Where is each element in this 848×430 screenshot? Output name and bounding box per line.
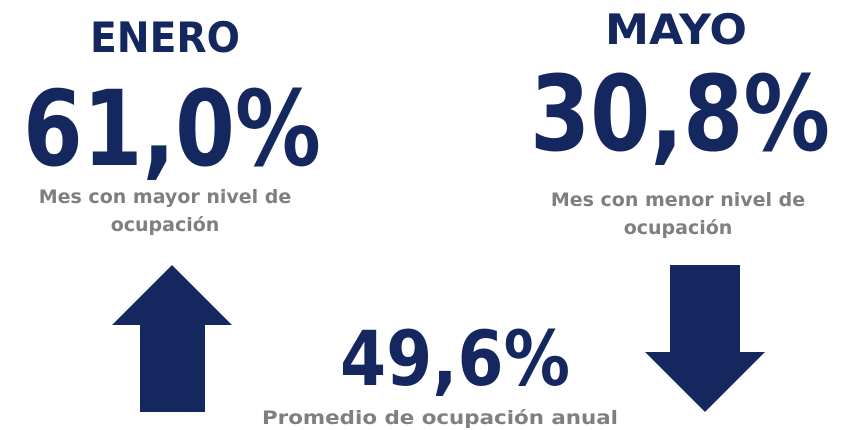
month-label: MAYO [605, 5, 747, 54]
caption-line: Mes con mayor nivel de [39, 186, 292, 208]
up-arrow [112, 265, 232, 412]
month-label: ENERO [90, 13, 240, 62]
caption-line: ocupación [111, 214, 220, 236]
down-arrow [645, 265, 765, 412]
caption-line: Mes con menor nivel de [551, 189, 805, 211]
caption-line: Promedio de ocupación anual [262, 407, 618, 429]
caption-line: ocupación [624, 217, 733, 239]
percent-value: 61,0% [23, 68, 321, 190]
percent-value: 49,6% [340, 314, 570, 403]
percent-value: 30,8% [530, 53, 830, 175]
